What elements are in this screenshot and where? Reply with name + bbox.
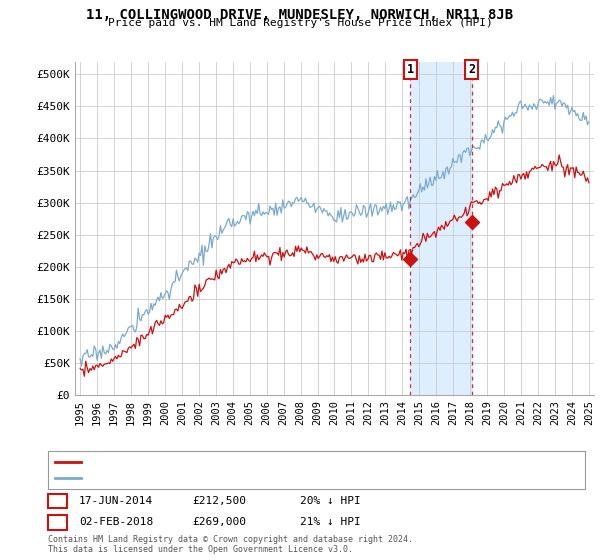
Text: 11, COLLINGWOOD DRIVE, MUNDESLEY, NORWICH, NR11 8JB: 11, COLLINGWOOD DRIVE, MUNDESLEY, NORWIC…	[86, 8, 514, 22]
Text: 2: 2	[54, 516, 61, 529]
Text: 02-FEB-2018: 02-FEB-2018	[79, 517, 154, 528]
Text: 1: 1	[407, 63, 414, 76]
Bar	[410, 62, 472, 395]
Text: 21% ↓ HPI: 21% ↓ HPI	[300, 517, 361, 528]
Text: Contains HM Land Registry data © Crown copyright and database right 2024.: Contains HM Land Registry data © Crown c…	[48, 535, 413, 544]
Text: This data is licensed under the Open Government Licence v3.0.: This data is licensed under the Open Gov…	[48, 545, 353, 554]
Text: 17-JUN-2014: 17-JUN-2014	[79, 496, 154, 506]
Text: HPI: Average price, detached house, North Norfolk: HPI: Average price, detached house, Nort…	[85, 473, 379, 483]
Text: Price paid vs. HM Land Registry's House Price Index (HPI): Price paid vs. HM Land Registry's House …	[107, 18, 493, 28]
Text: 1: 1	[54, 494, 61, 508]
Text: 11, COLLINGWOOD DRIVE, MUNDESLEY, NORWICH, NR11 8JB (detached house): 11, COLLINGWOOD DRIVE, MUNDESLEY, NORWIC…	[85, 457, 493, 467]
Text: £212,500: £212,500	[192, 496, 246, 506]
Text: 20% ↓ HPI: 20% ↓ HPI	[300, 496, 361, 506]
Text: £269,000: £269,000	[192, 517, 246, 528]
Text: 2: 2	[468, 63, 475, 76]
